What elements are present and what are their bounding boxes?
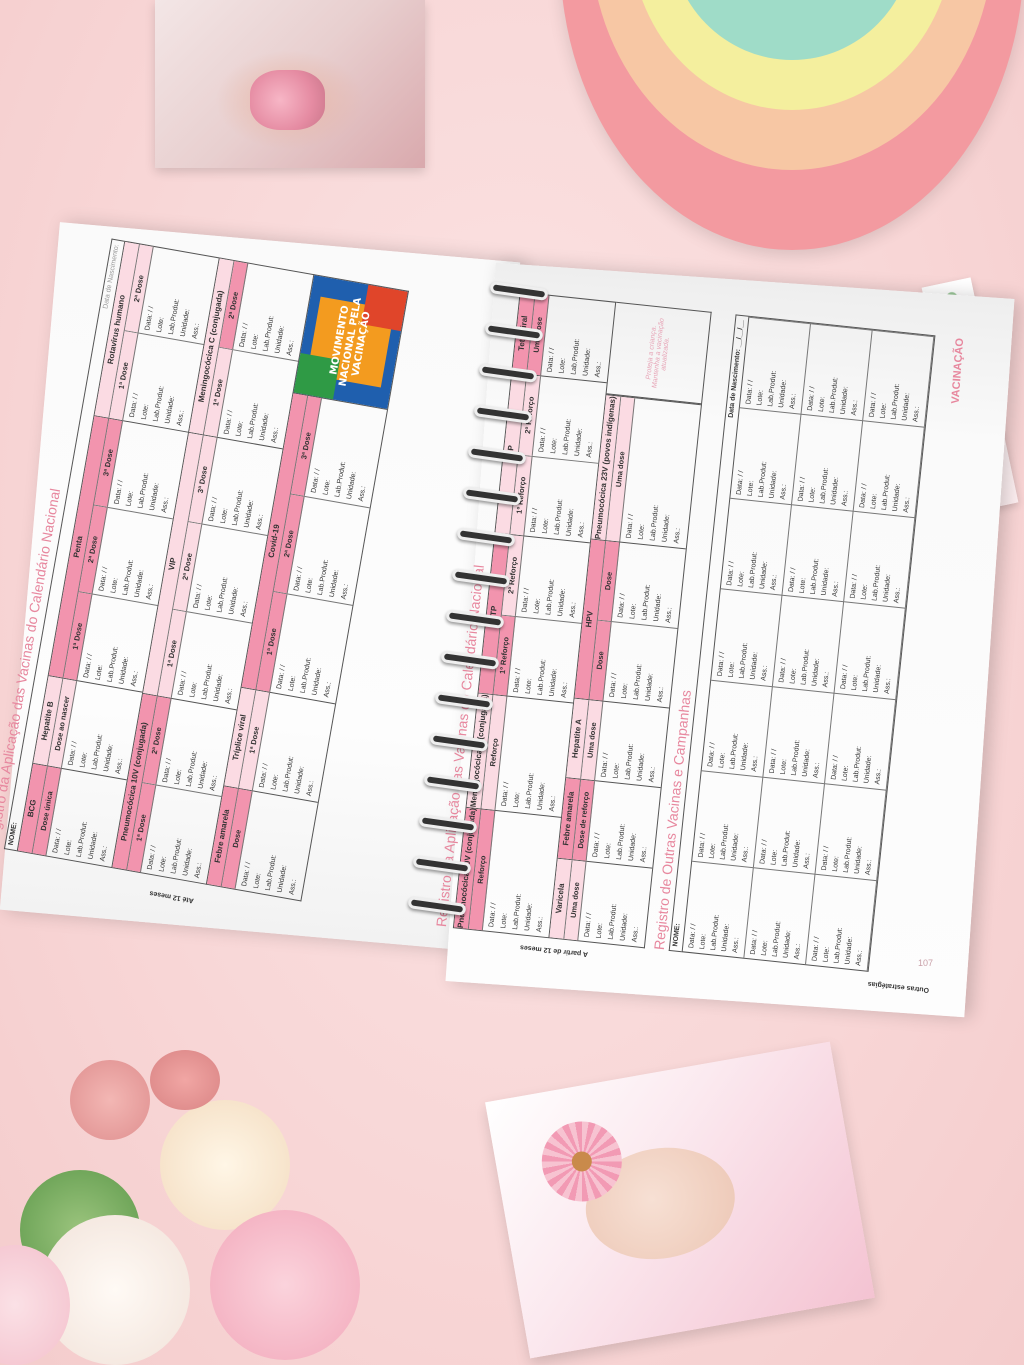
dose-list: Dose única Data: / / Lote: Lab.Produt: Unida… xyxy=(32,766,127,867)
spiral-ring xyxy=(467,445,527,465)
other-vaccine-cell: Data: / / Lote: Lab.Produt: Unidade: Ass.: xyxy=(791,413,864,512)
dose-column: 1ª Dose Data: / / Lote: Lab.Produt: Unidade:… xyxy=(109,330,204,432)
pregnancy-photo xyxy=(155,0,425,168)
spiral-ring xyxy=(456,527,516,547)
page-number: 107 xyxy=(918,958,934,968)
other-vaccine-cell: Data: / / Lote: Lab.Produt: Unidade: Ass.: xyxy=(763,685,835,783)
other-vaccine-cell: Data: / / Lote: Lab.Produt: Unidade: Ass.: xyxy=(825,692,897,790)
dose-column: 2ª Dose Data: / / Lote: Lab.Produt: Unidade:… xyxy=(173,521,268,623)
dose-list: Dose ao nascer Data: / / Lote: Lab.Produt: U… xyxy=(48,679,142,779)
other-vaccine-cell: Data: / / Lote: Lab.Produt: Unidade: Ass.: xyxy=(815,782,887,881)
dose-column: Dose ao nascer Data: / / Lote: Lab.Produt: U… xyxy=(48,679,142,779)
record-fields: Data: / / Lote: Lab.Produt: Unidade: Ass.: xyxy=(612,542,686,627)
other-vaccine-cell: Data: / / Lote: Lab.Produt: Unidade: Ass.: xyxy=(720,498,792,596)
spiral-ring xyxy=(472,404,533,424)
vaccination-message: Proteja a criança. Mantenha a vacinação … xyxy=(606,302,711,405)
other-vaccine-cell: Data: / / Lote: Lab.Produt: Unidade: Ass.: xyxy=(744,867,816,965)
vaccine-group: Hepatite B Dose ao nascer Data: / / Lote: La… xyxy=(33,675,143,780)
other-vaccine-cell: Data: / / Lote: Lab.Produt: Unidade: Ass.: xyxy=(701,679,773,777)
spiral-ring xyxy=(423,773,483,793)
dose-column: 1ª Dose Data: / / Lote: Lab.Produt: Unidade:… xyxy=(63,591,158,692)
vaccine-group: Pneumocócica 23V (povos indígenas) Uma do… xyxy=(591,394,701,549)
spiral-binding xyxy=(405,275,555,935)
other-vaccine-cell: Data: / / Lote: Lab.Produt: Unidade: Ass.: xyxy=(753,776,826,874)
dose-column: 3ª Dose Data: / / Lote: Lab.Produt: Unidade:… xyxy=(291,396,387,507)
other-vaccine-cell: Data: / / Lote: Lab.Produt: Unidade: Ass.: xyxy=(782,504,854,602)
flower-bouquet xyxy=(0,1050,390,1365)
dose-list: Dose Data: / / Lote: Lab.Produt: Unidade: Ass… xyxy=(221,788,318,901)
spiral-ring xyxy=(489,281,549,301)
dose-column: 2ª Dose Data: / / Lote: Lab.Produt: Unidade:… xyxy=(124,244,219,344)
spiral-ring xyxy=(478,363,538,383)
spiral-ring xyxy=(445,609,505,629)
record-fields: Data: / / Lote: Lab.Produt: Unidade: Ass.: xyxy=(603,622,677,707)
other-vaccine-cell: Data: / / Lote: Lab.Produt: Unidade: Ass.: xyxy=(801,323,873,421)
record-fields: Data: / / Lote: Lab.Produt: Unidade: Ass.: xyxy=(620,399,701,549)
other-vaccine-cell: Data: / / Lote: Lab.Produt: Unidade: Ass.: xyxy=(834,601,906,699)
dose-column: Dose Data: / / Lote: Lab.Produt: Unidade: Ass… xyxy=(589,619,678,708)
dose-column: 2ª Dose Data: / / Lote: Lab.Produt: Unidade:… xyxy=(142,696,237,796)
spiral-ring xyxy=(439,650,500,670)
spiral-ring xyxy=(461,486,522,506)
dose-column: 1ª Dose Data: / / Lote: Lab.Produt: Unidade:… xyxy=(157,608,253,710)
other-vaccine-cell: Data: / / Lote: Lab.Produt: Unidade: Ass.: xyxy=(692,770,764,868)
dose-list: Dose Data: / / Lote: Lab.Produt: Unidade: Ass… xyxy=(589,541,686,708)
dose-column: 1ª Dose Data: / / Lote: Lab.Produt: Unidade:… xyxy=(239,690,335,802)
dose-column: 2ª Dose Data: / / Lote: Lab.Produt: Unidade:… xyxy=(273,493,370,605)
dose-column: 1ª Dose Data: / / Lote: Lab.Produt: Unidade:… xyxy=(203,347,299,449)
dose-column: 3ª Dose Data: / / Lote: Lab.Produt: Unidade:… xyxy=(94,418,188,519)
spiral-ring xyxy=(450,568,511,588)
dose-list: Dose de reforço Data: / / Lote: Lab.Produt:… xyxy=(572,779,661,867)
vaccine-group: Febre amarela Dose Data: / / Lote: Lab.Produ… xyxy=(206,785,318,901)
sleeping-baby-photo xyxy=(485,1041,875,1359)
spiral-ring xyxy=(406,896,467,916)
dose-column: Dose única Data: / / Lote: Lab.Produt: Unida… xyxy=(32,766,127,867)
record-fields: Data: / / Lote: Lab.Produt: Unidade: Ass.: xyxy=(578,861,652,947)
spiral-ring xyxy=(412,855,472,875)
dose-column: Dose Data: / / Lote: Lab.Produt: Unidade: Ass… xyxy=(597,541,686,628)
spiral-ring xyxy=(483,322,544,342)
other-vaccine-cell: Data: / / Lote: Lab.Produt: Unidade: Ass.: xyxy=(682,860,754,958)
other-vaccine-cell: Data: / / Lote: Lab.Produt: Unidade: Ass.: xyxy=(853,420,925,518)
vaccine-group: HPV Dose Data: / / Lote: Lab.Produt: Unidade:… xyxy=(574,538,686,708)
other-vaccine-cell: Data: / / Lote: Lab.Produt: Unidade: Ass.: xyxy=(806,873,878,971)
dose-list: 1ª Dose Data: / / Lote: Lab.Produt: Unidade:… xyxy=(239,690,335,802)
dose-column: 3ª Dose Data: / / Lote: Lab.Produt: Unidade:… xyxy=(188,435,283,535)
dose-column: 2ª Dose Data: / / Lote: Lab.Produt: Unidade:… xyxy=(219,261,313,361)
spiral-ring xyxy=(417,814,478,834)
vaccine-group: Hepatite A Uma dose Data: / / Lote: Lab.Prod… xyxy=(566,697,670,788)
other-vaccine-cell: Data: / / Lote: Lab.Produt: Unidade: Ass.: xyxy=(730,407,802,505)
vaccine-group: BCG Dose única Data: / / Lote: Lab.Produt: Un… xyxy=(17,762,127,867)
other-vaccine-cell: Data: / / Lote: Lab.Produt: Unidade: Ass.: xyxy=(711,588,783,686)
spiral-ring xyxy=(434,691,494,711)
dose-column: 1ª Dose Data: / / Lote: Lab.Produt: Unidade:… xyxy=(256,591,353,703)
record-fields: Data: / / Lote: Lab.Produt: Unidade: Ass.: xyxy=(595,701,669,787)
spiral-ring xyxy=(428,732,489,752)
vaccine-group: Febre amarela Dose de reforço Data: / / Lot… xyxy=(557,777,661,868)
dose-column: Dose de reforço Data: / / Lote: Lab.Produt:… xyxy=(572,779,661,867)
dose-column: Dose Data: / / Lote: Lab.Produt: Unidade: Ass… xyxy=(221,788,318,901)
vaccine-group: Tríplice viral 1ª Dose Data: / / Lote: Lab.P… xyxy=(224,686,336,802)
other-vaccine-cell: Data: / / Lote: Lab.Produt: Unidade: Ass.: xyxy=(863,329,935,427)
other-vaccine-cell: Data: / / Lote: Lab.Produt: Unidade: Ass.: xyxy=(739,316,812,414)
record-fields: Data: / / Lote: Lab.Produt: Unidade: Ass.: xyxy=(587,781,661,867)
dose-column: 1ª Dose Data: / / Lote: Lab.Produt: Unidade:… xyxy=(127,782,222,884)
vaccine-group: Varicela Uma dose Data: / / Lote: Lab.Produt… xyxy=(549,857,653,948)
wooden-rainbow-toy xyxy=(560,0,1024,250)
other-vaccine-cell: Data: / / Lote: Lab.Produt: Unidade: Ass.: xyxy=(772,595,845,693)
vaccination-campaign-logo: MOVIMENTO NACIONAL PELA VACINAÇÃO xyxy=(293,275,408,409)
dose-column: 2ª Dose Data: / / Lote: Lab.Produt: Unidade:… xyxy=(78,504,173,606)
other-vaccine-cell: Data: / / Lote: Lab.Produt: Unidade: Ass.: xyxy=(844,511,916,609)
baby-shoes xyxy=(250,70,325,130)
